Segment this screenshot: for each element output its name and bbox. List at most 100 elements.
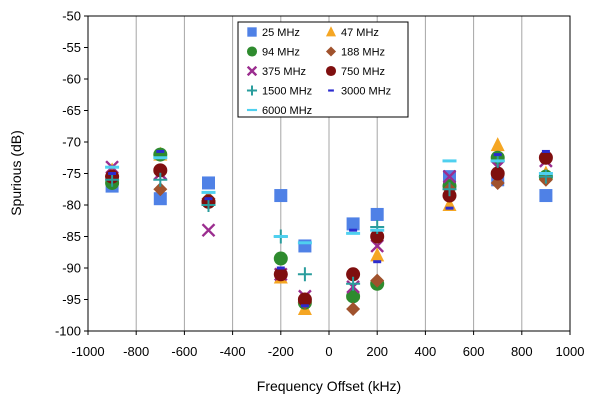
data-point (105, 172, 120, 187)
data-point (370, 247, 385, 262)
legend-label: 188 MHz (341, 47, 385, 59)
legend-marker (246, 108, 258, 112)
y-tick-label: -65 (62, 103, 81, 118)
data-point (153, 172, 168, 187)
legend-label: 25 MHz (262, 27, 300, 39)
x-tick-label: -600 (171, 344, 197, 359)
data-point (538, 169, 553, 184)
data-point (442, 169, 457, 184)
data-point (346, 267, 361, 282)
legend-marker (246, 65, 258, 77)
data-point (490, 166, 505, 181)
y-tick-label: -80 (62, 198, 81, 213)
data-point (276, 266, 285, 270)
data-point (442, 159, 457, 163)
data-point (153, 182, 168, 197)
legend-label: 750 MHz (341, 66, 385, 78)
data-point (539, 189, 553, 203)
data-point (490, 159, 505, 163)
data-point (273, 235, 288, 238)
series-1500-mhz (105, 153, 553, 291)
data-points (105, 137, 553, 316)
data-point (370, 207, 384, 221)
series-6000-mhz (105, 156, 553, 245)
data-point (538, 172, 553, 175)
data-point (202, 176, 215, 190)
data-point (201, 198, 216, 212)
y-tick-label: -100 (55, 324, 81, 339)
x-tick-label: 0 (325, 344, 332, 359)
data-point (273, 251, 288, 266)
data-point (349, 228, 358, 232)
x-tick-label: 800 (511, 344, 533, 359)
legend-marker (328, 89, 334, 92)
data-point (442, 182, 457, 197)
x-axis-tick-labels: -1000 -800 -600 -400 -200 0 200 400 600 800 1000 (71, 331, 584, 359)
data-point (300, 304, 309, 308)
data-point (541, 149, 550, 153)
data-point (153, 147, 168, 162)
data-point (346, 217, 360, 231)
data-point (370, 220, 385, 235)
x-tick-label: -1000 (71, 344, 104, 359)
data-point (156, 149, 165, 153)
data-point (490, 137, 505, 152)
data-point (297, 292, 312, 307)
data-point (273, 267, 288, 282)
data-point (204, 197, 213, 201)
y-tick-label: -90 (62, 261, 81, 276)
data-point (108, 172, 117, 175)
legend-marker (325, 46, 337, 57)
series-3000-mhz (108, 149, 550, 308)
x-axis-title: Frequency Offset (kHz) (257, 378, 401, 394)
legend-marker (325, 65, 337, 77)
legend-marker (247, 27, 257, 37)
data-point (538, 150, 553, 165)
y-tick-label: -95 (62, 292, 81, 307)
data-point (153, 156, 168, 160)
legend-label: 1500 MHz (262, 86, 312, 98)
data-point (370, 273, 385, 288)
y-tick-label: -50 (62, 9, 81, 24)
x-tick-label: -200 (268, 344, 294, 359)
data-point (445, 206, 454, 210)
y-axis-tick-labels: -50 -55 -60 -65 -70 -75 -80 -85 -90 -95 -100 (55, 9, 88, 339)
data-point (153, 192, 167, 206)
data-point (346, 289, 361, 304)
data-point (493, 153, 502, 157)
x-tick-label: 1000 (556, 344, 585, 359)
data-point (370, 229, 385, 244)
y-tick-label: -70 (62, 135, 81, 150)
data-point (297, 267, 312, 282)
data-point (105, 165, 120, 169)
legend-label: 3000 MHz (341, 86, 391, 98)
x-tick-label: -800 (123, 344, 149, 359)
x-tick-label: 600 (463, 344, 485, 359)
y-tick-label: -85 (62, 229, 81, 244)
legend: 25 MHz 47 MHz 94 MHz 188 MHz 375 MHz 750 MHz 1… (237, 21, 409, 118)
y-axis-title: Spurious (dB) (8, 130, 24, 216)
legend-marker (325, 26, 337, 37)
x-tick-label: 400 (415, 344, 437, 359)
y-tick-label: -60 (62, 72, 81, 87)
data-point (370, 228, 385, 232)
legend-marker (246, 85, 258, 96)
legend-marker (246, 46, 258, 57)
data-point (274, 189, 288, 203)
data-point (201, 223, 216, 238)
plot-frame (87, 15, 571, 332)
y-tick-label: -75 (62, 166, 81, 181)
data-point (297, 241, 312, 245)
legend-label: 6000 MHz (262, 105, 312, 117)
legend-label: 94 MHz (262, 47, 300, 59)
x-tick-label: -400 (220, 344, 246, 359)
y-tick-label: -55 (62, 40, 81, 55)
legend-label: 47 MHz (341, 27, 379, 39)
data-point (153, 163, 168, 178)
data-point (201, 190, 216, 194)
x-tick-label: 200 (366, 344, 388, 359)
data-point (346, 276, 361, 291)
data-point (373, 260, 382, 264)
legend-box (237, 21, 409, 118)
